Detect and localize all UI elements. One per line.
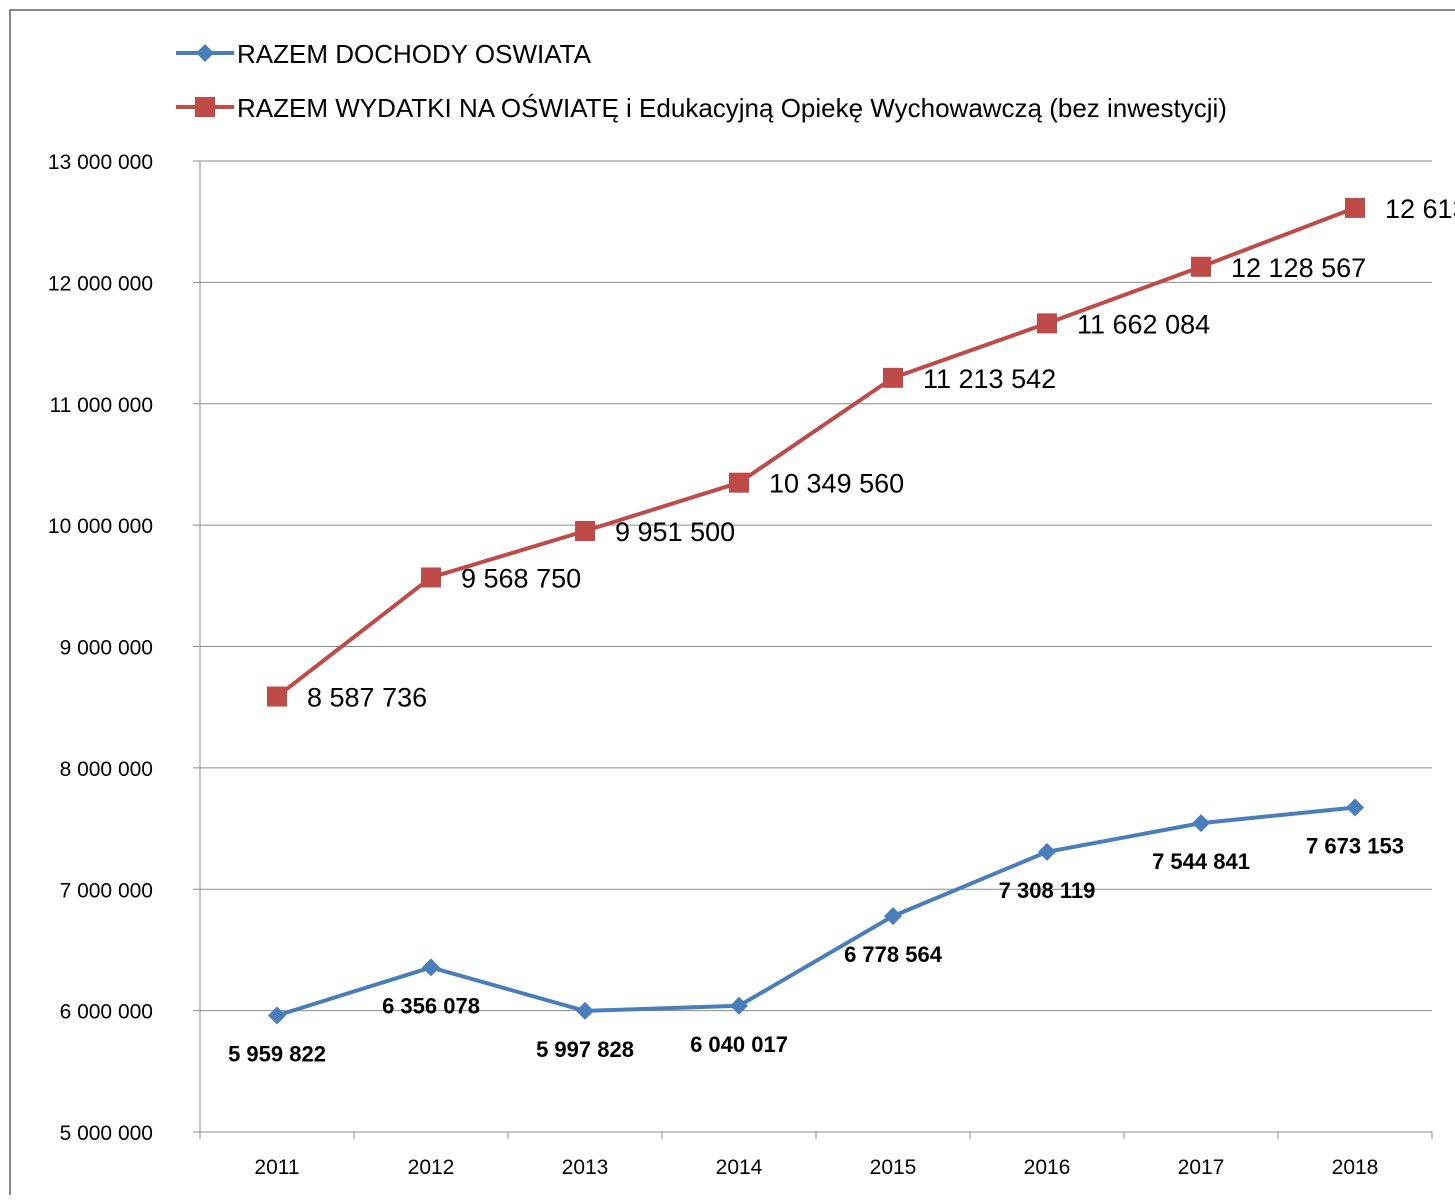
data-label-wydatki: 12 128 567 — [1231, 253, 1366, 283]
data-point-wydatki — [883, 367, 903, 388]
x-tick-label: 2014 — [716, 1156, 763, 1179]
data-label-dochody: 5 959 822 — [228, 1042, 326, 1067]
data-label-dochody: 6 356 078 — [382, 993, 480, 1018]
legend-label: RAZEM WYDATKI NA OŚWIATĘ i Edukacyjną Op… — [237, 93, 1227, 123]
data-point-wydatki — [729, 472, 749, 493]
data-point-wydatki — [267, 686, 287, 707]
y-tick-label: 6 000 000 — [60, 1001, 153, 1024]
data-label-dochody: 7 308 119 — [999, 878, 1096, 903]
legend-marker-square — [195, 97, 215, 117]
y-tick-label: 10 000 000 — [48, 515, 153, 538]
data-point-dochody — [1192, 814, 1210, 833]
data-label-wydatki: 10 349 560 — [769, 469, 904, 499]
data-labels: 8 587 736 9 568 750 9 951 500 10 349 560 11 … — [228, 194, 1455, 1067]
data-point-wydatki — [575, 521, 595, 542]
data-point-wydatki — [1345, 197, 1365, 218]
y-tick-label: 13 000 000 — [48, 151, 153, 174]
data-label-wydatki: 9 568 750 — [461, 563, 581, 593]
x-tick-label: 2018 — [1332, 1156, 1379, 1179]
data-point-dochody — [268, 1006, 286, 1025]
data-point-dochody — [1346, 798, 1364, 817]
y-tick-label: 5 000 000 — [60, 1122, 153, 1145]
legend: RAZEM DOCHODY OSWIATA RAZEM WYDATKI NA OŚ… — [176, 39, 1227, 123]
y-tick-label: 9 000 000 — [60, 637, 153, 660]
legend-item-wydatki: RAZEM WYDATKI NA OŚWIATĘ i Edukacyjną Op… — [176, 93, 1227, 123]
series-line-dochody — [276, 805, 1356, 1018]
gridlines — [200, 160, 1432, 1012]
data-label-wydatki: 8 587 736 — [307, 683, 427, 713]
x-tick-label: 2017 — [1178, 1156, 1225, 1179]
x-tick-label: 2016 — [1024, 1156, 1071, 1179]
legend-marker-diamond — [196, 44, 214, 62]
data-label-wydatki: 9 951 500 — [615, 517, 735, 547]
data-label-dochody: 6 040 017 — [690, 1032, 788, 1057]
data-point-wydatki — [421, 567, 441, 588]
data-point-wydatki — [1191, 256, 1211, 277]
y-tick-label: 12 000 000 — [48, 272, 153, 295]
data-label-wydatki: 11 213 542 — [923, 364, 1056, 394]
x-tick-label: 2013 — [562, 1156, 609, 1179]
series-line-wydatki — [275, 206, 1356, 699]
data-point-wydatki — [1037, 313, 1057, 334]
x-tick-label: 2012 — [408, 1156, 455, 1179]
series — [267, 197, 1365, 1025]
data-point-dochody — [1038, 842, 1056, 861]
data-point-dochody — [730, 996, 748, 1015]
data-label-dochody: 7 544 841 — [1152, 849, 1250, 874]
data-point-dochody — [576, 1001, 594, 1020]
data-point-dochody — [422, 958, 440, 977]
data-label-dochody: 7 673 153 — [1306, 834, 1404, 859]
y-tick-label: 8 000 000 — [60, 758, 153, 781]
data-label-dochody: 6 778 564 — [844, 942, 943, 967]
data-label-wydatki: 12 613 710 — [1385, 194, 1455, 224]
data-label-wydatki: 11 662 084 — [1077, 309, 1210, 339]
y-tick-label: 7 000 000 — [60, 879, 153, 902]
axes: 5 000 000 6 000 000 7 000 000 8 000 000 9 00… — [48, 151, 1433, 1179]
legend-item-dochody: RAZEM DOCHODY OSWIATA — [176, 39, 592, 69]
data-label-dochody: 5 997 828 — [536, 1037, 634, 1062]
legend-label: RAZEM DOCHODY OSWIATA — [237, 39, 592, 69]
x-tick-label: 2011 — [254, 1156, 299, 1179]
y-tick-label: 11 000 000 — [49, 394, 153, 417]
x-tick-label: 2015 — [870, 1156, 917, 1179]
data-point-dochody — [884, 907, 902, 926]
chart-frame — [9, 9, 1455, 1200]
